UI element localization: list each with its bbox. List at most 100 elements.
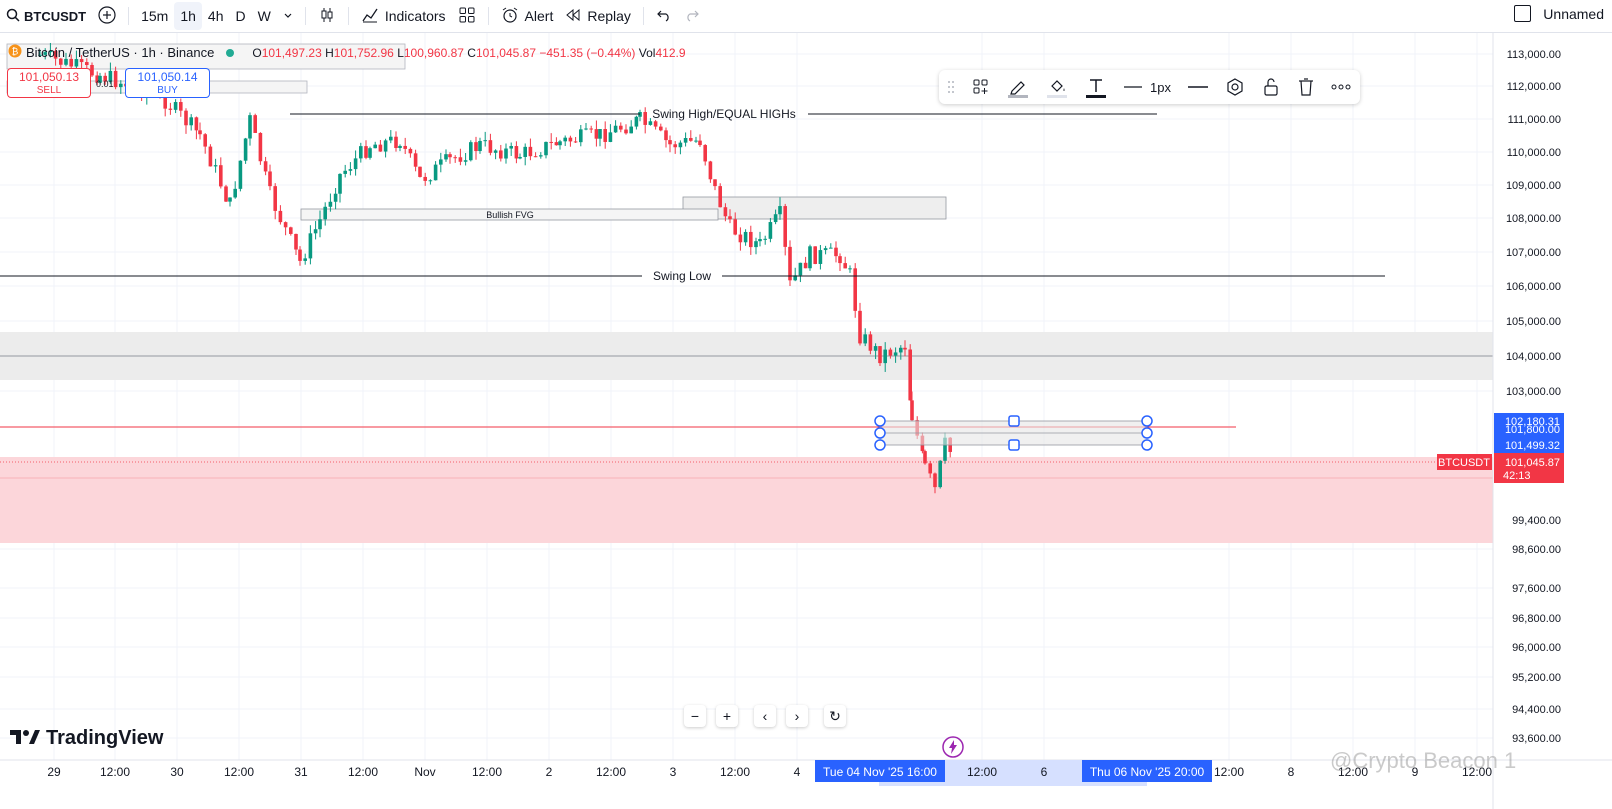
time-label: 12:00 bbox=[100, 765, 130, 779]
timeframe-dropdown-button[interactable] bbox=[277, 2, 299, 30]
candle-body bbox=[383, 140, 388, 152]
candle-body bbox=[568, 137, 573, 142]
candle-body bbox=[834, 247, 838, 257]
time-label: 4 bbox=[794, 765, 801, 779]
redo-icon bbox=[684, 8, 700, 25]
symbol-tag: BTCUSDT bbox=[1438, 457, 1490, 469]
candle-body bbox=[523, 146, 527, 157]
chart-type-button[interactable] bbox=[312, 2, 342, 30]
line-width-button[interactable]: 1px bbox=[1123, 80, 1171, 95]
layout-name[interactable]: Unnamed bbox=[1543, 5, 1604, 22]
tradingview-logo[interactable]: TradingView bbox=[10, 727, 163, 750]
price-label: 105,000.00 bbox=[1506, 316, 1561, 328]
timeframe-4h[interactable]: 4h bbox=[207, 8, 224, 24]
alert-button[interactable]: Alert bbox=[495, 2, 560, 30]
chevron-left-icon: ‹ bbox=[762, 708, 768, 724]
candle-body bbox=[338, 173, 342, 194]
line-style-icon[interactable] bbox=[1187, 85, 1208, 89]
line-color-icon[interactable] bbox=[1007, 76, 1029, 98]
order-quantity[interactable]: 0.01 bbox=[96, 79, 114, 89]
more-icon[interactable] bbox=[1331, 84, 1351, 90]
time-label: 2 bbox=[546, 765, 553, 779]
candle-body bbox=[368, 148, 372, 158]
candle-body bbox=[938, 460, 942, 488]
candle-body bbox=[303, 258, 307, 261]
candle-body bbox=[48, 50, 53, 53]
drag-handle bbox=[874, 415, 886, 427]
candle-body bbox=[873, 346, 878, 351]
candle-body bbox=[59, 58, 63, 65]
timeframe-15m[interactable]: 15m bbox=[141, 8, 169, 24]
time-label: 12:00 bbox=[1214, 765, 1244, 779]
layout-checkbox[interactable] bbox=[1514, 5, 1532, 22]
lightning-icon[interactable] bbox=[942, 736, 964, 763]
candle-body bbox=[763, 238, 767, 240]
close-value: 101,045.87 bbox=[475, 45, 537, 60]
swing-high-label: Swing High/EQUAL HIGHs bbox=[652, 107, 796, 121]
zoom-in-button[interactable]: + bbox=[716, 705, 738, 727]
timeframe-w[interactable]: W bbox=[257, 8, 271, 24]
candle-body bbox=[648, 121, 653, 125]
fill-color-icon[interactable] bbox=[1046, 76, 1068, 98]
drag-handle bbox=[1141, 427, 1153, 439]
text-icon[interactable] bbox=[1085, 76, 1107, 98]
buy-button[interactable]: 101,050.14 BUY bbox=[125, 68, 210, 98]
undo-button[interactable] bbox=[650, 2, 678, 30]
candle-body bbox=[728, 216, 732, 220]
trash-icon[interactable] bbox=[1297, 77, 1315, 97]
drag-handle-icon[interactable] bbox=[947, 80, 955, 94]
settings-hexagon-icon[interactable] bbox=[1225, 77, 1245, 97]
candle-body bbox=[749, 231, 753, 248]
price-label: 109,000.00 bbox=[1506, 180, 1561, 192]
replay-icon bbox=[565, 8, 581, 25]
candle-body bbox=[348, 169, 353, 171]
zoom-out-button[interactable]: − bbox=[684, 705, 706, 727]
candle-body bbox=[318, 219, 322, 230]
compare-symbol-button[interactable] bbox=[92, 2, 122, 30]
candle-body bbox=[808, 246, 812, 269]
candle-body bbox=[208, 146, 213, 167]
candle-body bbox=[483, 140, 487, 142]
indicators-button[interactable]: Indicators bbox=[355, 2, 452, 30]
candle-body bbox=[103, 75, 107, 82]
price-label: 104,000.00 bbox=[1506, 351, 1561, 363]
candle-body bbox=[788, 246, 792, 281]
candle-body bbox=[423, 176, 427, 181]
redo-button[interactable] bbox=[678, 2, 706, 30]
candle-body bbox=[428, 180, 433, 182]
candle-body bbox=[518, 156, 522, 159]
candle-body bbox=[243, 138, 248, 161]
timeframe-1h[interactable]: 1h bbox=[174, 2, 202, 30]
candle-body bbox=[603, 129, 607, 142]
timeframe-d[interactable]: D bbox=[235, 8, 246, 24]
time-label: 12:00 bbox=[224, 765, 254, 779]
layout-templates-button[interactable] bbox=[452, 2, 482, 30]
replay-button[interactable]: Replay bbox=[559, 2, 637, 30]
candle-body bbox=[653, 121, 658, 127]
symbol-search-button[interactable]: BTCUSDT bbox=[0, 2, 92, 30]
candle-body bbox=[403, 145, 407, 149]
high-label: H bbox=[325, 45, 334, 60]
candle-body bbox=[778, 206, 782, 215]
scroll-right-button[interactable]: › bbox=[786, 705, 808, 727]
price-label: 97,600.00 bbox=[1512, 583, 1561, 595]
candle-body bbox=[333, 193, 338, 202]
candle-body bbox=[474, 142, 478, 152]
templates-icon[interactable] bbox=[972, 78, 990, 96]
reset-chart-button[interactable]: ↻ bbox=[824, 705, 846, 727]
candle-body bbox=[263, 161, 268, 172]
divider bbox=[128, 7, 130, 25]
price-chart[interactable]: Swing High/EQUAL HIGHs Swing Low Bullish F… bbox=[0, 33, 1612, 809]
time-label: 31 bbox=[294, 765, 308, 779]
scroll-left-button[interactable]: ‹ bbox=[754, 705, 776, 727]
candle-body bbox=[194, 117, 199, 131]
unlock-icon[interactable] bbox=[1262, 77, 1280, 97]
candle-body bbox=[389, 136, 393, 141]
candle-body bbox=[408, 148, 413, 154]
candle-body bbox=[708, 161, 713, 180]
candle-body bbox=[664, 130, 668, 141]
price-label: 99,400.00 bbox=[1512, 515, 1561, 527]
candle-body bbox=[238, 160, 243, 189]
sell-button[interactable]: 101,050.13 SELL bbox=[7, 68, 91, 98]
price-axis: 113,000.00 112,000.00 111,000.00 110,000.00… bbox=[1437, 33, 1564, 809]
